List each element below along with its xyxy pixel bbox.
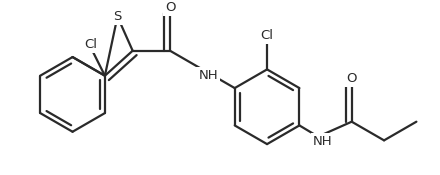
Text: O: O — [346, 72, 357, 85]
Text: S: S — [113, 10, 121, 23]
Text: NH: NH — [198, 69, 218, 82]
Text: NH: NH — [313, 135, 333, 148]
Text: O: O — [165, 1, 175, 14]
Text: Cl: Cl — [260, 29, 274, 43]
Text: Cl: Cl — [84, 38, 97, 51]
